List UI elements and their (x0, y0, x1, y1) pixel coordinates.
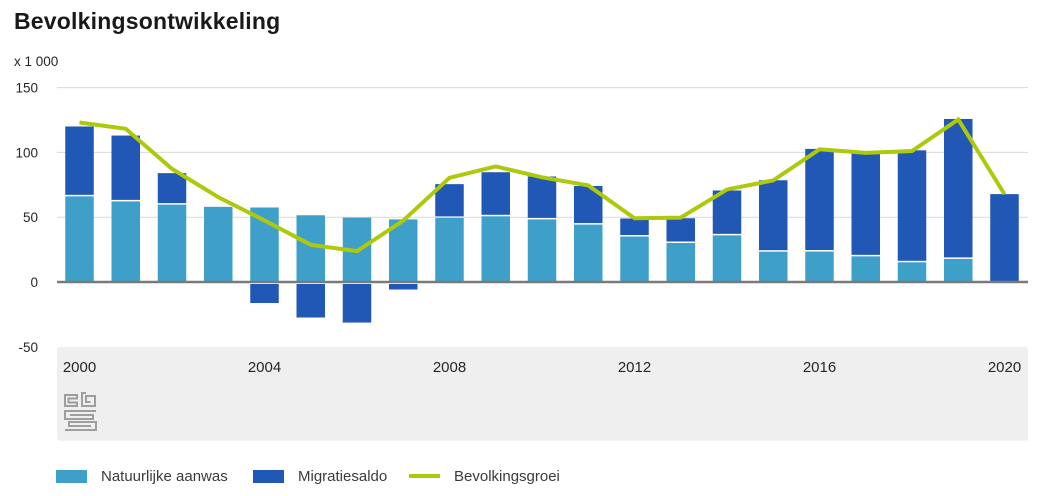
y-axis-unit-label: x 1 000 (14, 54, 59, 69)
bar-segment-migration (157, 173, 187, 204)
bar-segment-migration (666, 218, 695, 242)
legend-item-bevolkingsgroei: Bevolkingsgroei (409, 467, 560, 485)
legend-swatch-natuurlijke-aanwas (56, 469, 87, 483)
bar-segment-migration (527, 176, 557, 218)
bar-segment-natural (759, 251, 788, 282)
bar-segment-natural (574, 224, 603, 282)
bar-segment-migration (389, 284, 418, 290)
bar-segment-migration (111, 135, 140, 200)
bar-segment-migration (851, 151, 880, 255)
bar-segment-natural (435, 217, 464, 282)
bar-segment-natural (157, 204, 187, 282)
cbs-logo-icon (64, 392, 97, 431)
x-tick-label: 2012 (618, 359, 651, 376)
y-tick-label: 0 (30, 275, 38, 290)
x-tick-label: 2020 (988, 359, 1021, 376)
bar-segment-natural (65, 196, 94, 282)
bar-segment-natural (296, 215, 325, 282)
bar-segment-migration (897, 150, 927, 261)
bar-segment-natural (389, 219, 418, 282)
y-tick-label: 50 (23, 210, 38, 225)
chart-title: Bevolkingsontwikkeling (14, 8, 281, 34)
bar-segment-natural (897, 262, 927, 282)
bar-segment-natural (620, 236, 649, 282)
bar-segment-natural (944, 258, 973, 282)
x-tick-label: 2000 (63, 359, 96, 376)
y-tick-label: 100 (15, 145, 38, 160)
legend-swatch-migratiesaldo (253, 469, 284, 483)
bar-segment-natural (805, 251, 834, 282)
legend-label-bevolkingsgroei: Bevolkingsgroei (454, 467, 560, 485)
bar-segment-migration (296, 284, 325, 318)
legend-label-natuurlijke-aanwas: Natuurlijke aanwas (101, 467, 228, 485)
x-tick-label: 2004 (248, 359, 281, 376)
legend-item-natuurlijke-aanwas: Natuurlijke aanwas (56, 467, 228, 485)
x-tick-label: 2008 (433, 359, 466, 376)
x-axis-band (57, 346, 1028, 441)
bar-segment-natural (111, 201, 140, 282)
x-tick-label: 2016 (803, 359, 836, 376)
legend-item-migratiesaldo: Migratiesaldo (253, 467, 387, 485)
bar-segment-natural (712, 235, 742, 282)
chart-legend: Natuurlijke aanwas Migratiesaldo Bevolki… (0, 467, 1063, 487)
bar-segment-migration (805, 148, 834, 251)
bar-segment-migration (435, 184, 464, 217)
bar-segment-migration (759, 180, 788, 251)
legend-swatch-bevolkingsgroei (409, 474, 440, 478)
bar-segment-migration (65, 126, 94, 195)
bar-segment-natural (666, 242, 695, 282)
bar-segment-migration (342, 284, 372, 323)
bar-segment-natural (527, 219, 557, 282)
bar-segment-natural (851, 256, 880, 282)
bar-segment-migration (250, 284, 279, 303)
bar-segment-migration (712, 190, 742, 234)
bar-segment-natural (481, 216, 510, 282)
growth-line (79, 116, 1007, 254)
y-tick-label: -50 (18, 340, 38, 355)
bar-segment-migration (944, 118, 973, 258)
legend-label-migratiesaldo: Migratiesaldo (298, 467, 388, 485)
bar-segment-migration (990, 194, 1019, 282)
bar-segment-migration (620, 218, 649, 236)
bar-segment-migration (481, 172, 510, 215)
y-tick-label: 150 (15, 81, 38, 96)
bar-segment-natural (204, 206, 233, 282)
